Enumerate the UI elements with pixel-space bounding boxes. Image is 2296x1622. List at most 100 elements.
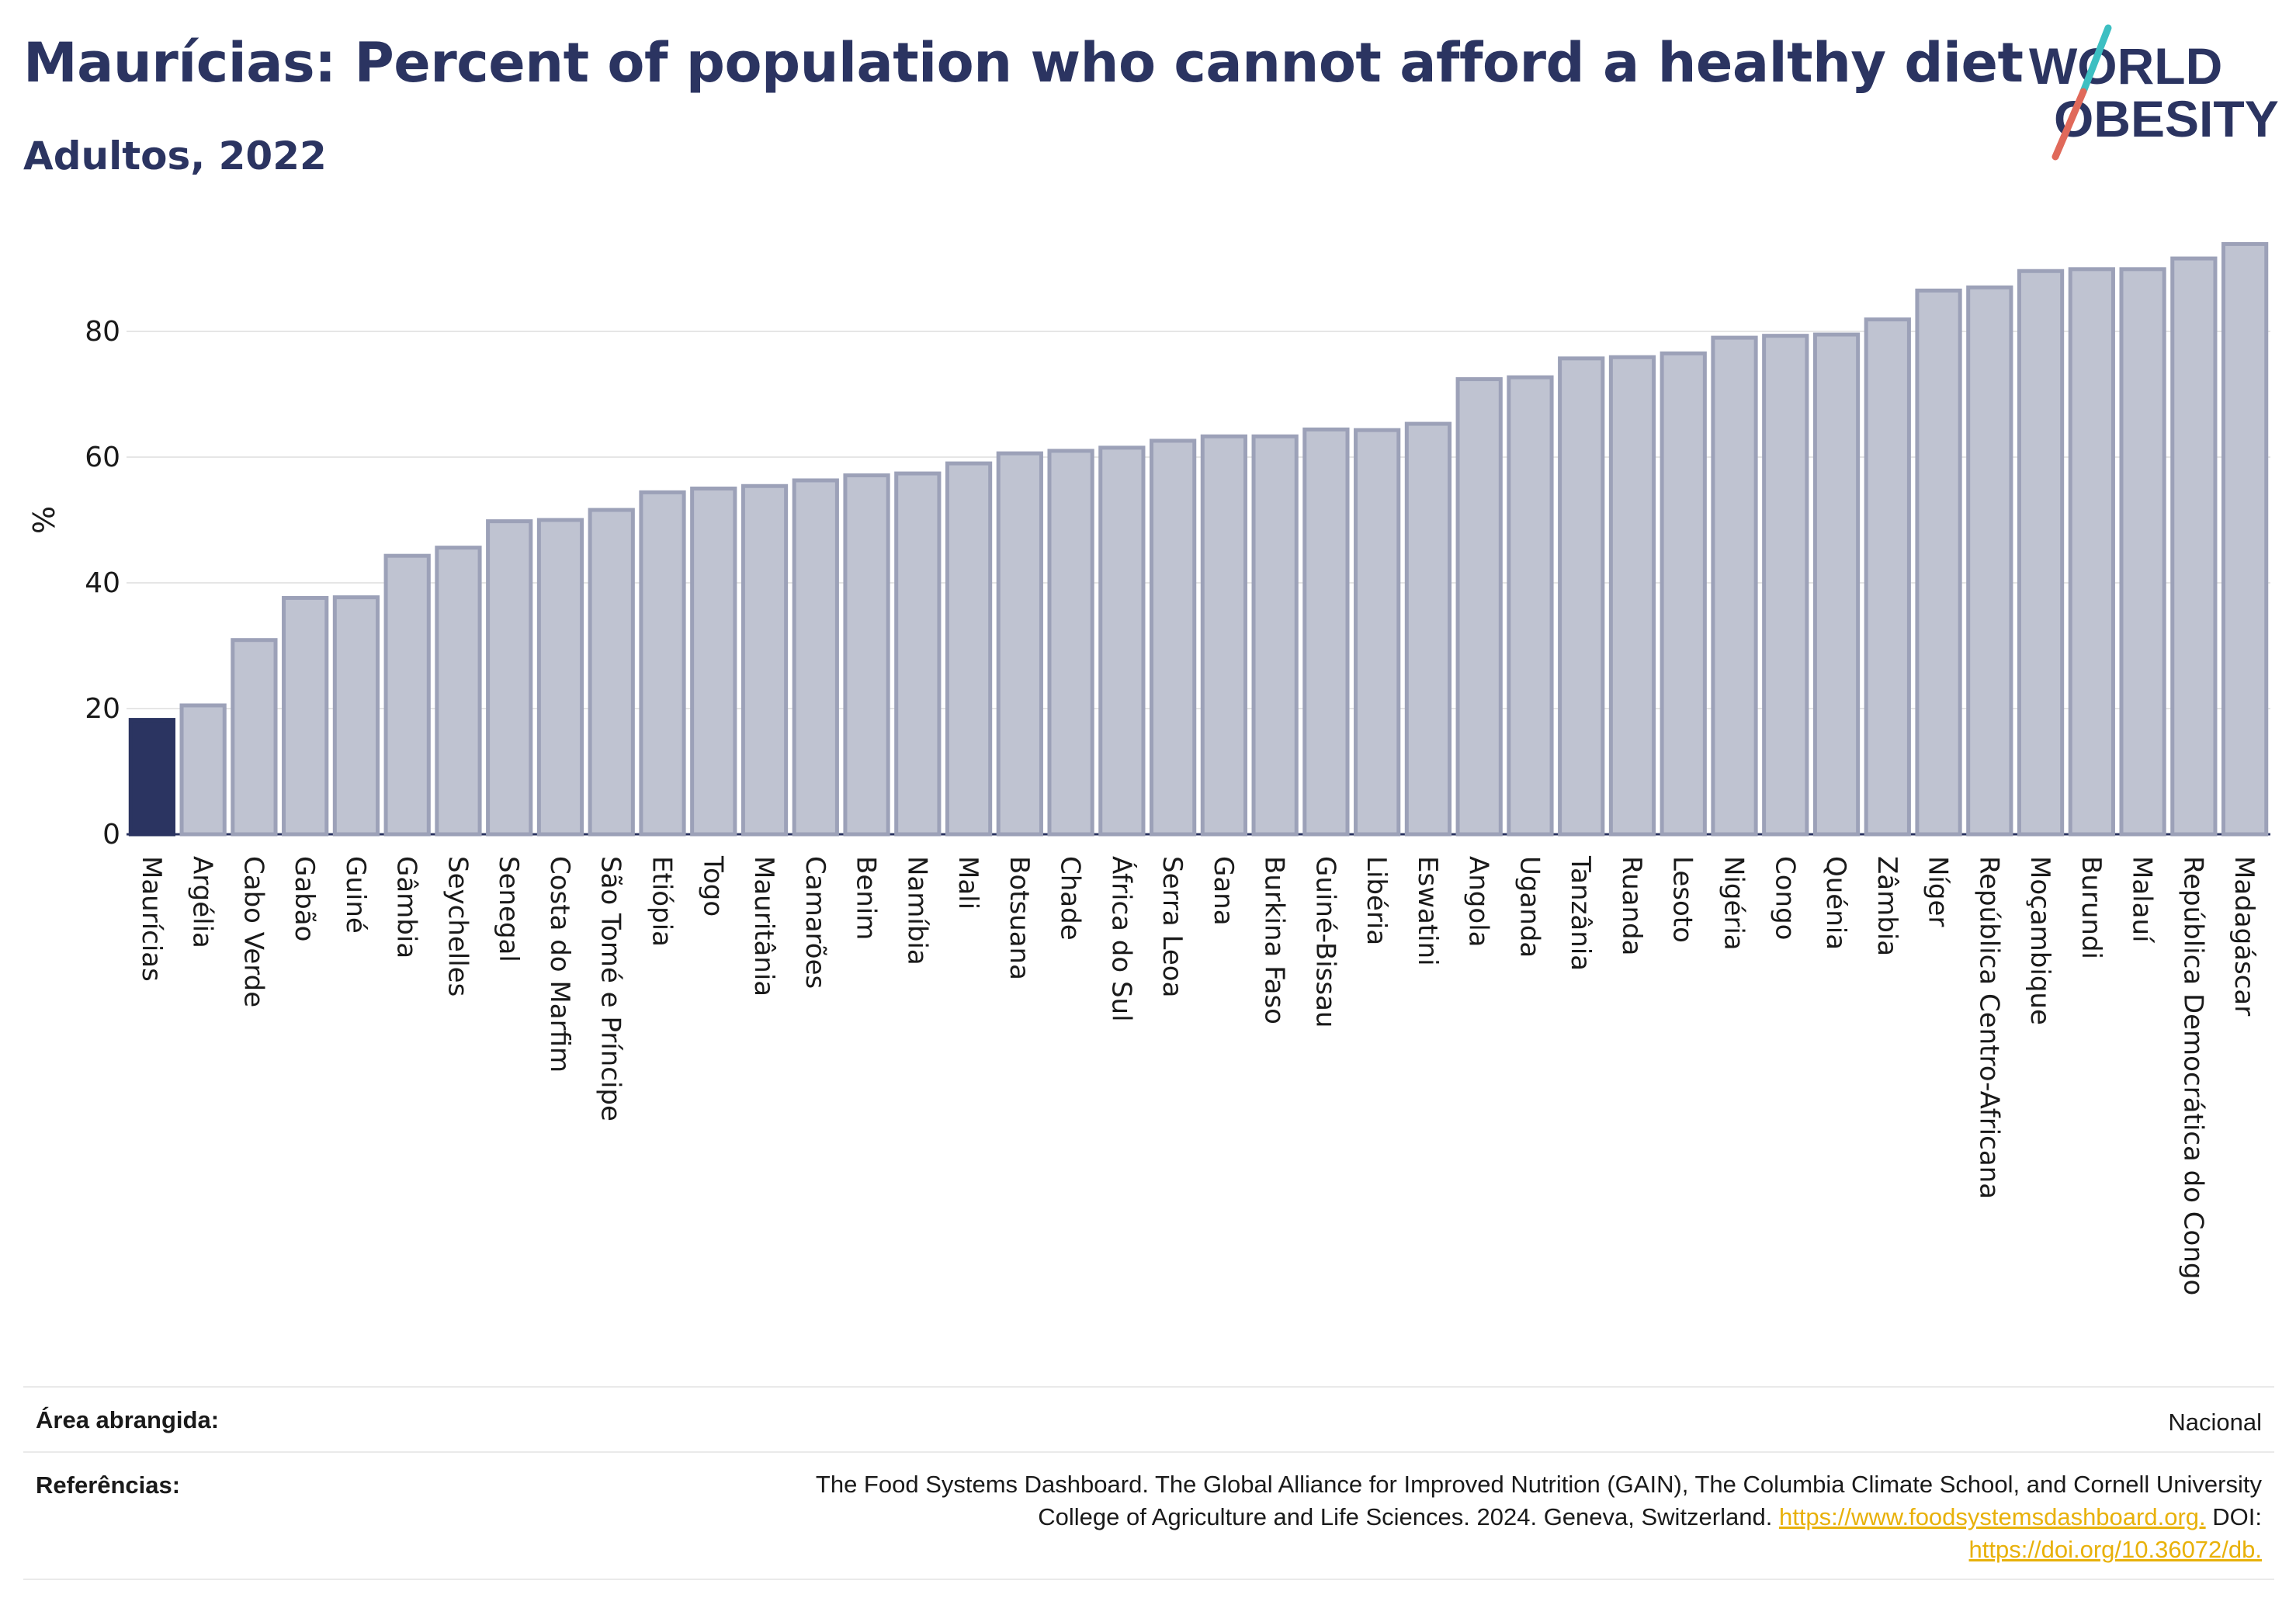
gridlines bbox=[127, 331, 2270, 709]
bar-32[interactable] bbox=[1762, 334, 1809, 837]
references-line-2-text: College of Agriculture and Life Sciences… bbox=[1038, 1503, 1773, 1530]
bar-26[interactable] bbox=[1455, 377, 1503, 837]
x-tick-label: Uganda bbox=[1514, 856, 1545, 958]
world-obesity-logo: WORLD OBESITY bbox=[2029, 24, 2279, 161]
logo-slash-teal bbox=[2079, 24, 2112, 95]
bar-27[interactable] bbox=[1507, 375, 1554, 837]
x-tick-label: Burkina Faso bbox=[1259, 856, 1290, 1024]
bar-40[interactable] bbox=[2170, 256, 2218, 837]
bar-29[interactable] bbox=[1608, 355, 1656, 837]
x-tick-label: Burundi bbox=[2076, 856, 2107, 959]
bar-35[interactable] bbox=[1915, 288, 1962, 837]
logo-word-world: WORLD bbox=[2029, 37, 2222, 95]
x-tick-label: Seychelles bbox=[442, 856, 473, 996]
bar-19[interactable] bbox=[1098, 445, 1146, 837]
x-tick-label: Gabão bbox=[289, 856, 320, 941]
bar-36[interactable] bbox=[1966, 285, 2013, 837]
bar-8[interactable] bbox=[536, 518, 584, 837]
bar-20[interactable] bbox=[1149, 438, 1197, 837]
x-tick-label: Cabo Verde bbox=[238, 856, 269, 1007]
footer-divider-bottom bbox=[23, 1579, 2274, 1580]
x-tick-label: Zâmbia bbox=[1871, 856, 1902, 956]
bar-18[interactable] bbox=[1047, 449, 1094, 837]
bar-39[interactable] bbox=[2119, 267, 2166, 837]
x-tick-label: Quénia bbox=[1820, 856, 1851, 950]
y-tick-label: 40 bbox=[85, 567, 120, 599]
bar-24[interactable] bbox=[1354, 428, 1401, 837]
logo-slash-coral bbox=[2051, 88, 2087, 161]
bar-9[interactable] bbox=[588, 508, 635, 837]
bar-38[interactable] bbox=[2068, 267, 2115, 837]
bar-0[interactable] bbox=[128, 718, 176, 837]
references-line-1: The Food Systems Dashboard. The Global A… bbox=[815, 1471, 2262, 1498]
x-tick-label: Libéria bbox=[1361, 856, 1392, 945]
bar-1[interactable] bbox=[179, 703, 227, 837]
bar-13[interactable] bbox=[792, 478, 839, 837]
x-tick-label: Argélia bbox=[187, 856, 218, 948]
bar-11[interactable] bbox=[690, 487, 737, 837]
x-tick-label: Botsuana bbox=[1004, 856, 1035, 980]
bar-7[interactable] bbox=[486, 519, 533, 837]
bar-10[interactable] bbox=[639, 490, 686, 837]
bar-23[interactable] bbox=[1302, 427, 1350, 837]
x-tick-label: Maurícias bbox=[136, 856, 167, 982]
x-tick-label: Ruanda bbox=[1616, 856, 1647, 955]
x-tick-label: Madagáscar bbox=[2228, 856, 2260, 1016]
bar-28[interactable] bbox=[1558, 356, 1605, 837]
bar-chart: 0 20 40 60 80% Maurícias Argélia Cabo Verde Gab… bbox=[27, 241, 2270, 1295]
bar-34[interactable] bbox=[1864, 317, 1911, 837]
bar-6[interactable] bbox=[435, 546, 482, 837]
footer-divider-top bbox=[23, 1386, 2274, 1388]
x-axis-labels: Maurícias Argélia Cabo Verde Gabão Guiné Gâmb… bbox=[136, 855, 2260, 1295]
y-tick-label: 0 bbox=[102, 819, 120, 851]
references-line-2: College of Agriculture and Life Sciences… bbox=[399, 1501, 2262, 1534]
bar-25[interactable] bbox=[1404, 421, 1452, 837]
coverage-label: Área abrangida: bbox=[36, 1406, 220, 1433]
coverage-value: Nacional bbox=[2168, 1409, 2262, 1436]
logo-word-obesity: OBESITY bbox=[2054, 90, 2279, 147]
bar-22[interactable] bbox=[1251, 434, 1299, 837]
x-tick-label: Malauí bbox=[2127, 856, 2158, 944]
coverage-row: Área abrangida: Nacional bbox=[23, 1406, 2274, 1437]
bar-16[interactable] bbox=[945, 461, 993, 837]
doi-link[interactable]: https://doi.org/10.36072/db. bbox=[1968, 1536, 2262, 1563]
bars bbox=[128, 241, 2269, 837]
x-tick-label: Togo bbox=[697, 855, 728, 917]
bar-2[interactable] bbox=[231, 638, 278, 837]
x-tick-label: Etiópia bbox=[647, 856, 678, 947]
references-label: Referências: bbox=[36, 1471, 181, 1499]
x-tick-label: Moçambique bbox=[2024, 856, 2055, 1025]
bar-5[interactable] bbox=[383, 553, 431, 837]
x-tick-label: Tanzânia bbox=[1565, 855, 1596, 971]
foodsystems-dashboard-link[interactable]: https://www.foodsystemsdashboard.org. bbox=[1778, 1503, 2206, 1530]
x-tick-label: República Centro-Africana bbox=[1973, 856, 2004, 1199]
y-tick-label: 20 bbox=[85, 693, 120, 725]
bar-14[interactable] bbox=[843, 473, 890, 837]
y-axis-title: % bbox=[27, 506, 61, 534]
bar-33[interactable] bbox=[1812, 332, 1861, 837]
bar-3[interactable] bbox=[282, 595, 329, 837]
bar-17[interactable] bbox=[996, 451, 1043, 837]
bar-12[interactable] bbox=[740, 483, 789, 837]
x-tick-label: África do Sul bbox=[1105, 856, 1137, 1022]
x-tick-label: Guiné bbox=[340, 856, 371, 934]
x-tick-label: Namíbia bbox=[901, 856, 932, 965]
bar-41[interactable] bbox=[2221, 241, 2269, 837]
footer-divider-middle bbox=[23, 1451, 2274, 1453]
bar-37[interactable] bbox=[2017, 269, 2065, 837]
x-tick-label: Nigéria bbox=[1719, 856, 1750, 951]
x-tick-label: Eswatini bbox=[1412, 856, 1443, 966]
x-tick-label: Costa do Marfim bbox=[544, 856, 575, 1073]
x-tick-label: Gana bbox=[1208, 856, 1239, 926]
bar-30[interactable] bbox=[1660, 351, 1707, 837]
x-tick-label: Senegal bbox=[493, 856, 524, 962]
x-tick-label: São Tomé e Príncipe bbox=[595, 856, 626, 1121]
bar-31[interactable] bbox=[1711, 335, 1758, 837]
bar-21[interactable] bbox=[1200, 434, 1248, 837]
y-axis: 0 20 40 60 80% bbox=[27, 316, 2270, 851]
x-tick-label: Benim bbox=[851, 856, 882, 940]
bar-15[interactable] bbox=[894, 471, 942, 837]
references-line-3: https://doi.org/10.36072/db. bbox=[399, 1534, 2262, 1566]
bar-4[interactable] bbox=[332, 595, 380, 837]
doi-label: DOI: bbox=[2212, 1503, 2262, 1530]
